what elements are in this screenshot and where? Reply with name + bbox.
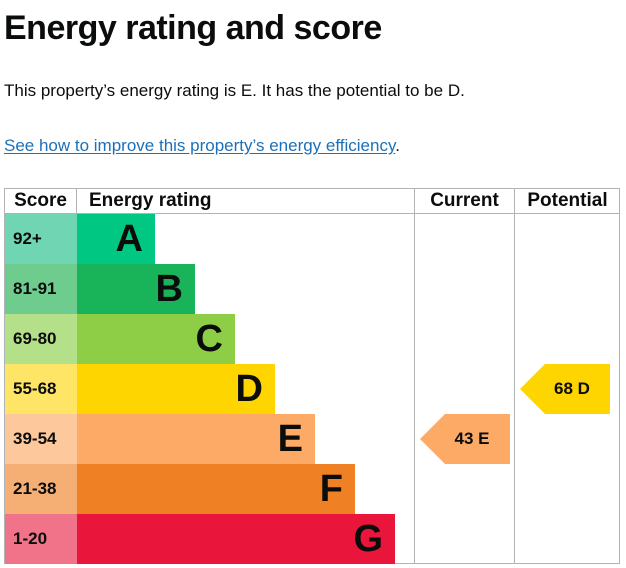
band-score-b: 81-91 [5,264,77,314]
band-score-c: 69-80 [5,314,77,364]
band-bar-c: C [77,314,235,364]
potential-rating-arrow: 68 D [520,364,610,414]
divider-potential [514,189,515,563]
band-bar-d: D [77,364,275,414]
rating-summary: This property’s energy rating is E. It h… [4,81,465,100]
header-divider [5,213,619,214]
header-score: Score [14,190,67,211]
improve-link-line: See how to improve this property’s energ… [4,134,400,158]
band-bar-e: E [77,414,315,464]
band-score-e: 39-54 [5,414,77,464]
band-score-d: 55-68 [5,364,77,414]
current-rating-arrow: 43 E [420,414,510,464]
band-score-g: 1-20 [5,514,77,564]
header-current: Current [430,190,499,211]
header-energy-rating: Energy rating [89,190,212,211]
band-bar-b: B [77,264,195,314]
header-potential: Potential [527,190,608,211]
energy-rating-chart: Score Energy rating Current Potential 92… [4,188,620,564]
band-score-f: 21-38 [5,464,77,514]
link-suffix: . [395,136,400,155]
band-bar-g: G [77,514,395,564]
band-bar-f: F [77,464,355,514]
divider-current [414,189,415,563]
page-title: Energy rating and score [4,9,382,47]
improve-efficiency-link[interactable]: See how to improve this property’s energ… [4,136,396,155]
band-bar-a: A [77,214,155,264]
band-score-a: 92+ [5,214,77,264]
